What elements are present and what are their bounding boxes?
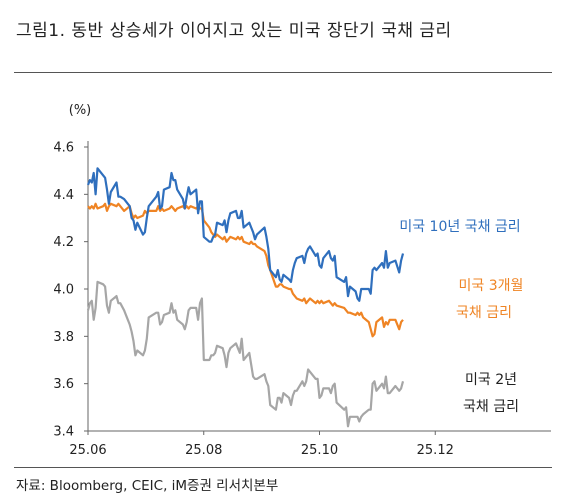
chart-series [86,167,405,428]
y-tick-label: 4.6 [53,141,74,156]
series-label-2y-line-1: 미국 2년 [465,372,517,388]
y-tick-label: 4.0 [53,283,74,298]
source-divider [14,467,552,468]
series-line-3m [87,202,404,338]
y-axis-unit-label: (%) [69,103,92,118]
y-tick-label: 3.8 [53,330,74,345]
series-label-2y-line-2: 국채 금리 [463,399,519,415]
x-tick-label: 25.06 [69,443,106,458]
x-tick-label: 25.10 [301,443,338,458]
source-note: 자료: Bloomberg, CEIC, iM증권 리서치본부 [16,478,279,494]
series-line-2y [86,280,405,428]
series-label-3m-line-2: 국채 금리 [456,305,512,321]
y-tick-label: 3.4 [53,425,74,440]
y-tick-label: 3.6 [53,377,74,392]
chart-axes: (%) 4.6 4.4 4.2 4.0 3.8 3.6 3.4 25.06 25.08 25.10 2… [53,103,551,458]
y-tick-label: 4.2 [53,235,74,250]
x-tick-label: 25.08 [185,443,222,458]
page-title: 그림1. 동반 상승세가 이어지고 있는 미국 장단기 국채 금리 [16,21,452,41]
x-tick-label: 25.12 [417,443,454,458]
title-divider [14,72,552,73]
series-label-10y-line-1: 미국 10년 국채 금리 [399,219,520,235]
y-tick-label: 4.4 [53,188,74,203]
series-label-3m-line-1: 미국 3개월 [459,278,524,294]
series-line-10y [86,167,405,302]
